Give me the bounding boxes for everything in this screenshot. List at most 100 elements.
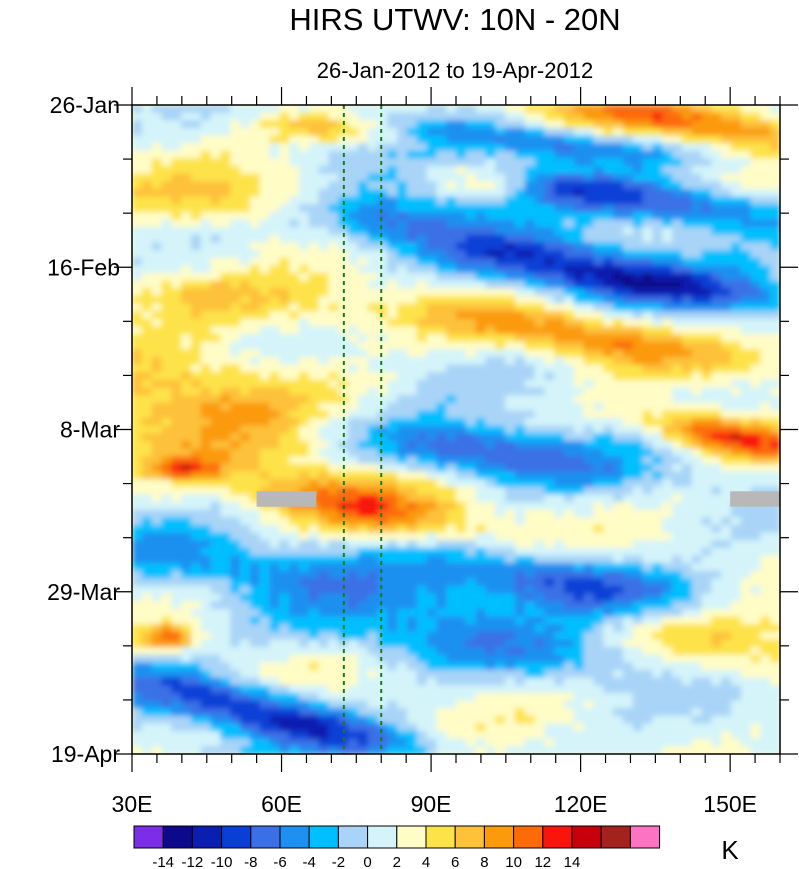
field-cell (308, 311, 320, 320)
field-cell (289, 402, 300, 412)
field-cell (397, 494, 408, 503)
field-cell (151, 494, 163, 503)
field-cell (132, 326, 143, 335)
field-cell (662, 593, 673, 602)
field-cell (514, 586, 526, 595)
field-cell (642, 311, 653, 320)
field-cell (770, 105, 780, 114)
field-cell (279, 143, 290, 152)
field-cell (210, 204, 221, 213)
field-cell (200, 188, 212, 198)
field-cell (249, 181, 261, 190)
field-cell (406, 578, 418, 587)
field-cell (377, 318, 388, 328)
field-cell (200, 356, 212, 366)
field-cell (573, 120, 585, 129)
field-cell (564, 624, 575, 633)
field-cell (200, 242, 212, 251)
field-cell (269, 364, 280, 373)
field-cell (416, 624, 428, 633)
field-cell (495, 173, 506, 182)
field-cell (456, 662, 467, 671)
field-cell (681, 608, 693, 618)
field-cell (397, 440, 408, 450)
field-cell (721, 639, 732, 648)
field-cell (357, 211, 369, 221)
field-cell (328, 334, 339, 343)
field-cell (711, 624, 722, 633)
field-cell (249, 158, 261, 167)
field-cell (181, 356, 192, 366)
field-cell (151, 234, 163, 244)
field-cell (446, 418, 457, 427)
field-cell (475, 280, 487, 289)
field-cell (397, 532, 408, 541)
field-cell (426, 479, 437, 488)
field-cell (524, 471, 536, 480)
field-cell (711, 387, 722, 396)
field-cell (730, 456, 742, 465)
field-cell (642, 486, 653, 495)
field-cell (387, 631, 398, 641)
field-cell (750, 334, 761, 343)
field-cell (397, 647, 408, 656)
field-cell (190, 303, 202, 312)
field-cell (760, 471, 771, 480)
field-cell (141, 448, 153, 457)
field-cell (328, 227, 339, 236)
field-cell (289, 135, 300, 144)
field-cell (750, 379, 761, 389)
field-cell (249, 211, 261, 221)
field-cell (416, 593, 428, 602)
field-cell (132, 295, 143, 305)
field-cell (485, 586, 496, 595)
field-cell (770, 303, 780, 312)
field-cell (662, 211, 673, 221)
field-cell (701, 639, 712, 648)
field-cell (318, 402, 329, 412)
field-cell (446, 440, 457, 450)
field-cell (524, 395, 536, 404)
field-cell (210, 188, 221, 198)
field-cell (662, 334, 673, 343)
field-cell (161, 578, 172, 587)
field-cell (642, 356, 653, 366)
field-cell (416, 219, 428, 228)
field-cell (750, 372, 761, 381)
field-cell (141, 311, 153, 320)
field-cell (613, 601, 624, 610)
field-cell (681, 364, 693, 373)
field-cell (397, 616, 408, 625)
field-cell (583, 479, 595, 488)
field-cell (770, 563, 780, 572)
field-cell (446, 616, 457, 625)
field-cell (701, 425, 712, 434)
field-cell (230, 112, 241, 121)
field-cell (289, 471, 300, 480)
field-cell (190, 578, 202, 587)
field-cell (279, 311, 290, 320)
field-cell (456, 120, 467, 129)
field-cell (642, 334, 653, 343)
field-cell (328, 677, 339, 686)
field-cell (740, 105, 752, 114)
field-cell (652, 288, 663, 297)
field-cell (514, 433, 526, 442)
field-cell (593, 318, 604, 328)
field-cell (308, 456, 320, 465)
field-cell (721, 349, 732, 358)
field-cell (141, 280, 153, 289)
field-cell (416, 334, 428, 343)
field-cell (377, 150, 388, 160)
field-cell (672, 639, 683, 648)
field-cell (652, 127, 663, 137)
field-cell (220, 379, 231, 389)
field-cell (770, 517, 780, 526)
field-cell (318, 326, 329, 335)
field-cell (220, 272, 231, 282)
field-cell (141, 547, 153, 557)
field-cell (711, 326, 722, 335)
field-cell (387, 418, 398, 427)
field-cell (348, 326, 359, 335)
field-cell (132, 173, 143, 182)
